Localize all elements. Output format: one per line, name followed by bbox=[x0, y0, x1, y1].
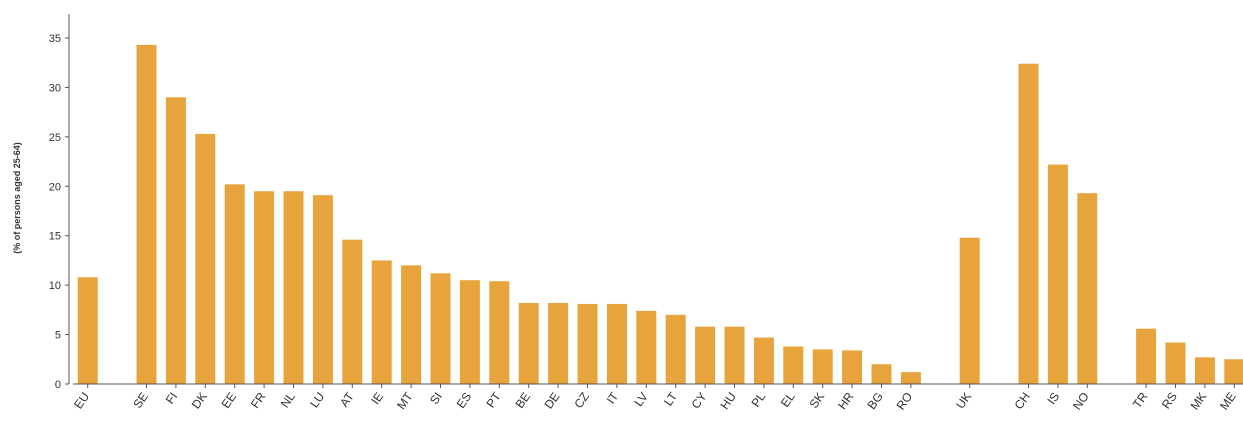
x-tick-label-fi: FI bbox=[163, 390, 181, 407]
x-tick-label-be: BE bbox=[513, 390, 534, 411]
y-axis: 0 5 10 15 20 25 30 35 bbox=[49, 14, 70, 391]
bar-me bbox=[1224, 359, 1243, 384]
bar-is bbox=[1047, 164, 1068, 384]
x-tick-label-it: IT bbox=[604, 389, 622, 406]
bar-de bbox=[548, 302, 569, 384]
y-tick-label: 10 bbox=[49, 280, 61, 292]
bar-eu bbox=[77, 277, 98, 384]
bar-no bbox=[1077, 193, 1098, 384]
x-tick-label-at: AT bbox=[337, 389, 357, 409]
x-tick-label-ie: IE bbox=[368, 390, 386, 407]
bar-be bbox=[518, 302, 539, 384]
bar-ro bbox=[900, 372, 921, 384]
bar-mt bbox=[401, 265, 422, 384]
x-tick-label-es: ES bbox=[454, 390, 475, 411]
x-tick-label-eu: EU bbox=[71, 390, 92, 412]
bar-si bbox=[430, 273, 451, 384]
bar-cy bbox=[695, 326, 716, 384]
x-tick-label-fr: FR bbox=[248, 389, 269, 410]
x-tick-label-uk: UK bbox=[953, 390, 974, 412]
x-tick-label-de: DE bbox=[542, 390, 563, 412]
bar-uk bbox=[959, 237, 980, 384]
bar-tr bbox=[1136, 328, 1157, 384]
bar-sk bbox=[812, 349, 833, 384]
y-tick-label: 30 bbox=[49, 82, 61, 94]
x-tick-label-dk: DK bbox=[189, 390, 210, 412]
bar-ch bbox=[1018, 63, 1039, 385]
bar-hr bbox=[842, 350, 863, 384]
x-tick-label-ro: RO bbox=[894, 390, 916, 413]
bars bbox=[77, 44, 1243, 385]
bar-lv bbox=[636, 310, 657, 384]
x-tick-label-si: SI bbox=[427, 390, 445, 407]
bar-fr bbox=[254, 191, 275, 384]
x-tick-label-se: SE bbox=[130, 390, 151, 411]
bar-rs bbox=[1165, 342, 1186, 384]
x-tick-label-lt: LT bbox=[661, 389, 680, 408]
x-axis: EU SE FI DK EE FR NL LU AT IE MT SI ES PT BE DE CZ IT LV LT… bbox=[71, 383, 1243, 413]
x-tick-label-tr: TR bbox=[1130, 389, 1151, 410]
bar-lu bbox=[312, 195, 333, 384]
y-tick-label: 0 bbox=[55, 379, 61, 391]
x-tick-label-el: EL bbox=[778, 389, 798, 409]
y-tick-label: 5 bbox=[55, 330, 61, 342]
bar-fi bbox=[165, 97, 186, 385]
bar-lt bbox=[665, 314, 686, 384]
y-tick-label: 20 bbox=[49, 181, 61, 193]
x-tick-label-lv: LV bbox=[631, 390, 650, 409]
x-tick-label-mk: MK bbox=[1188, 390, 1210, 413]
bar-ee bbox=[224, 184, 245, 384]
x-tick-label-bg: BG bbox=[865, 390, 886, 412]
x-tick-label-rs: RS bbox=[1159, 390, 1180, 412]
x-tick-label-sk: SK bbox=[807, 390, 828, 411]
x-tick-label-pl: PL bbox=[748, 389, 768, 409]
x-tick-label-nl: NL bbox=[278, 389, 298, 410]
x-tick-label-ee: EE bbox=[219, 390, 240, 411]
bar-mk bbox=[1194, 357, 1215, 384]
y-axis-label: (% of persons aged 25-64) bbox=[12, 142, 22, 254]
bar-dk bbox=[195, 133, 216, 384]
bar-pt bbox=[489, 281, 510, 384]
y-tick-label: 25 bbox=[49, 132, 61, 144]
bar-pl bbox=[753, 337, 774, 384]
bar-se bbox=[136, 44, 157, 385]
bar-bg bbox=[871, 364, 892, 384]
bar-cz bbox=[577, 303, 598, 384]
x-tick-label-hu: HU bbox=[718, 390, 739, 412]
bar-it bbox=[606, 303, 627, 384]
x-tick-label-is: IS bbox=[1044, 390, 1062, 407]
bar-es bbox=[459, 280, 480, 384]
bar-el bbox=[783, 346, 804, 384]
x-tick-label-me: ME bbox=[1217, 390, 1239, 413]
y-tick-label: 35 bbox=[49, 33, 61, 45]
x-tick-label-pt: PT bbox=[483, 389, 504, 410]
bar-at bbox=[342, 239, 363, 384]
x-tick-label-cz: CZ bbox=[571, 390, 592, 411]
bar-ie bbox=[371, 260, 392, 384]
bar-nl bbox=[283, 191, 304, 384]
x-tick-label-mt: MT bbox=[394, 389, 416, 412]
x-tick-label-hr: HR bbox=[835, 389, 857, 412]
x-tick-label-lu: LU bbox=[307, 390, 327, 411]
x-tick-label-cy: CY bbox=[689, 390, 710, 412]
bar-hu bbox=[724, 326, 745, 384]
y-tick-label: 15 bbox=[49, 231, 61, 243]
x-tick-label-ch: CH bbox=[1012, 390, 1033, 412]
x-tick-label-no: NO bbox=[1070, 390, 1092, 413]
